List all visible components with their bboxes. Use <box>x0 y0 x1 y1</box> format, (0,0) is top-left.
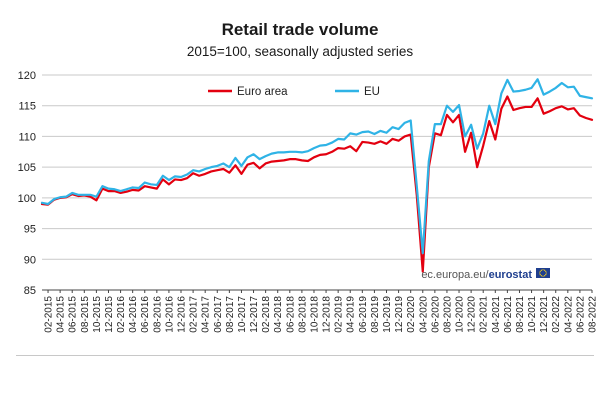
x-tick-label: 02-2019 <box>334 296 345 333</box>
x-tick-label: 06-2017 <box>213 296 224 333</box>
series-line-euro-area <box>40 95 594 273</box>
x-tick-label: 04-2020 <box>418 296 429 333</box>
x-tick-label: 10-2017 <box>237 296 248 333</box>
x-tick-label: 10-2020 <box>455 296 466 333</box>
x-tick-label: 02-2021 <box>479 296 490 333</box>
x-tick-label: 04-2016 <box>128 296 139 333</box>
x-tick-label: 10-2018 <box>309 296 320 333</box>
x-tick-label: 08-2021 <box>515 296 526 333</box>
x-tick-label: 04-2018 <box>273 296 284 333</box>
x-tick-label: 08-2016 <box>152 296 163 333</box>
x-tick-label: 10-2015 <box>92 296 103 333</box>
x-tick-label: 06-2015 <box>68 296 79 333</box>
x-tick-label: 10-2016 <box>164 296 175 333</box>
x-tick-label: 12-2016 <box>177 296 188 333</box>
x-tick-label: 08-2015 <box>80 296 91 333</box>
eu-flag-star <box>544 275 546 277</box>
y-tick-label: 100 <box>18 193 36 205</box>
x-tick-label: 02-2020 <box>406 296 417 333</box>
eu-flag-star <box>540 275 543 277</box>
source-brand: eurostat <box>489 269 533 281</box>
series-line-eu <box>40 78 594 255</box>
x-tick-label: 08-2018 <box>297 296 308 333</box>
eu-flag-star <box>539 274 541 276</box>
eu-flag-background <box>536 268 550 278</box>
x-tick-label: 12-2019 <box>394 296 405 333</box>
x-tick-label: 12-2018 <box>322 296 333 333</box>
x-tick-label: 06-2022 <box>575 296 586 333</box>
x-tick-label: 02-2016 <box>116 296 127 333</box>
x-tick-label: 10-2019 <box>382 296 393 333</box>
y-tick-label: 110 <box>18 131 36 143</box>
y-tick-label: 105 <box>18 162 36 174</box>
source-text: ec.europa.eu/eurostat <box>421 269 532 281</box>
eu-flag-star <box>540 269 543 271</box>
y-tick-label: 90 <box>24 254 36 266</box>
x-tick-label: 04-2019 <box>346 296 357 333</box>
eu-flag-star <box>539 270 541 272</box>
eu-flag-star <box>542 269 544 271</box>
eu-flag-star <box>544 269 546 271</box>
y-tick-label: 115 <box>18 101 36 113</box>
x-tick-label: 12-2020 <box>467 296 478 333</box>
eu-flag-star <box>542 275 544 277</box>
chart-subtitle: 2015=100, seasonally adjusted series <box>186 44 414 59</box>
eu-flag-star <box>539 272 541 274</box>
y-tick-label: 95 <box>24 224 36 236</box>
x-tick-label: 04-2015 <box>56 296 67 333</box>
source-url: ec.europa.eu/ <box>421 269 489 281</box>
x-tick-label: 02-2015 <box>44 296 55 333</box>
x-tick-label: 08-2020 <box>442 296 453 333</box>
x-tick-label: 08-2017 <box>225 296 236 333</box>
legend-label: EU <box>364 86 380 98</box>
x-tick-label: 06-2019 <box>358 296 369 333</box>
eu-flag-icon <box>536 268 550 278</box>
legend-label: Euro area <box>237 86 288 98</box>
x-tick-label: 02-2022 <box>551 296 562 333</box>
eu-flag-star <box>545 274 547 276</box>
x-tick-label: 04-2017 <box>201 296 212 333</box>
eu-flag-star <box>545 270 547 272</box>
y-tick-label: 85 <box>24 285 36 297</box>
x-tick-label: 02-2017 <box>189 296 200 333</box>
x-tick-label: 02-2018 <box>261 296 272 333</box>
y-tick-label: 120 <box>18 70 36 82</box>
x-tick-label: 06-2018 <box>285 296 296 333</box>
eu-flag-star <box>545 272 547 274</box>
x-tick-label: 12-2021 <box>539 296 550 333</box>
x-tick-label: 06-2020 <box>430 296 441 333</box>
x-tick-label: 10-2021 <box>527 296 538 333</box>
x-tick-label: 04-2021 <box>491 296 502 333</box>
x-tick-label: 12-2017 <box>249 296 260 333</box>
x-tick-label: 12-2015 <box>104 296 115 333</box>
bottom-divider <box>16 355 594 356</box>
x-tick-label: 06-2016 <box>140 296 151 333</box>
chart-title: Retail trade volume <box>221 20 379 39</box>
x-tick-label: 04-2022 <box>563 296 574 333</box>
x-tick-label: 06-2021 <box>503 296 514 333</box>
x-tick-label: 08-2022 <box>588 296 599 333</box>
x-tick-label: 08-2019 <box>370 296 381 333</box>
